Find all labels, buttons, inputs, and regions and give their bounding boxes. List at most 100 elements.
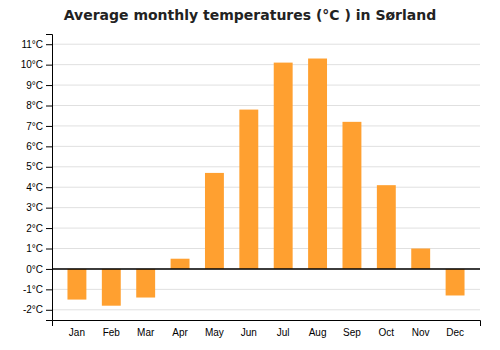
tick-label: 8°C: [26, 100, 43, 111]
bar: [171, 259, 190, 269]
tick-label: Sep: [343, 327, 361, 338]
tick: 0°C: [26, 264, 52, 275]
tick-label: Oct: [379, 327, 395, 338]
y-axis: -2°C -1°C 0°C 1°C 2°C 3°C 4°C 5°C 6°C 7°C 8°C 9°C 10…: [21, 35, 53, 321]
bar: [342, 122, 361, 269]
tick-mark: [46, 167, 52, 168]
tick-mark: [46, 85, 52, 86]
tick: -2°C: [23, 304, 52, 315]
tick-mark: [46, 249, 52, 250]
title: Average monthly temperatures (°C ) in Sø…: [64, 7, 437, 23]
tick: 2°C: [26, 223, 52, 234]
chart: -2°C -1°C 0°C 1°C 2°C 3°C 4°C 5°C 6°C 7°C 8°C 9°C 10…: [0, 0, 500, 350]
tick: Mar: [137, 327, 155, 338]
tick-label: May: [205, 327, 224, 338]
plot-area: -2°C -1°C 0°C 1°C 2°C 3°C 4°C 5°C 6°C 7°C 8°C 9°C 10…: [21, 35, 481, 339]
grid: [52, 44, 480, 310]
bar: [102, 269, 121, 306]
grid-line: [52, 64, 480, 65]
tick-mark: [46, 146, 52, 147]
tick: Aug: [309, 327, 327, 338]
tick-label: Dec: [446, 327, 464, 338]
bars: [52, 59, 480, 306]
tick: 3°C: [26, 202, 52, 213]
tick-mark: [46, 65, 52, 66]
tick-label: Jun: [241, 327, 257, 338]
tick: Apr: [172, 327, 188, 338]
tick: 4°C: [26, 182, 52, 193]
grid-line: [52, 309, 480, 310]
tick: -1°C: [23, 284, 52, 295]
tick-label: 6°C: [26, 141, 43, 152]
tick: 6°C: [26, 141, 52, 152]
tick-label: 7°C: [26, 121, 43, 132]
bar: [67, 269, 86, 300]
tick: 7°C: [26, 121, 52, 132]
tick: Jun: [241, 327, 257, 338]
grid-line: [52, 207, 480, 208]
tick-mark: [46, 310, 52, 311]
tick-label: 4°C: [26, 182, 43, 193]
tick-label: Feb: [103, 327, 121, 338]
tick-mark: [46, 228, 52, 229]
axis-line: [46, 35, 53, 321]
bar: [239, 110, 258, 269]
tick-mark: [46, 187, 52, 188]
tick-mark: [46, 208, 52, 209]
tick: 11°C: [21, 39, 52, 50]
bar: [411, 249, 430, 269]
grid-line: [52, 146, 480, 147]
tick: Jul: [277, 327, 290, 338]
tick-mark: [46, 126, 52, 127]
x-axis: Jan Feb Mar Apr May Jun Jul Aug Sep Oct Nov Dec: [53, 321, 481, 339]
tick: 5°C: [26, 161, 52, 172]
tick-label: Apr: [172, 327, 188, 338]
tick-label: 0°C: [26, 264, 43, 275]
tick-label: Nov: [412, 327, 430, 338]
tick-label: 1°C: [26, 243, 43, 254]
tick: Feb: [103, 327, 121, 338]
tick-label: 10°C: [21, 59, 43, 70]
zero-line: [52, 268, 480, 270]
tick: 9°C: [26, 80, 52, 91]
bar: [205, 173, 224, 269]
tick: Oct: [379, 327, 395, 338]
tick-label: Aug: [309, 327, 327, 338]
grid-line: [52, 125, 480, 126]
tick-mark: [46, 269, 52, 270]
grid-line: [52, 268, 480, 269]
tick: 8°C: [26, 100, 52, 111]
tick-mark: [46, 289, 52, 290]
grid-line: [52, 228, 480, 229]
grid-line: [52, 105, 480, 106]
bar: [446, 269, 465, 296]
tick-label: 9°C: [26, 80, 43, 91]
tick: May: [205, 327, 224, 338]
tick-label: -1°C: [23, 284, 43, 295]
tick-label: 5°C: [26, 161, 43, 172]
tick-label: 2°C: [26, 223, 43, 234]
bar: [274, 63, 293, 269]
tick-mark: [46, 44, 52, 45]
grid-line: [52, 85, 480, 86]
tick-label: Jan: [69, 327, 85, 338]
axis-line: [53, 321, 481, 327]
bar: [308, 59, 327, 269]
tick: 10°C: [21, 59, 52, 70]
tick-label: Mar: [137, 327, 155, 338]
tick: Nov: [412, 327, 430, 338]
tick-label: -2°C: [23, 304, 43, 315]
tick: Sep: [343, 327, 361, 338]
grid-line: [52, 187, 480, 188]
bar: [136, 269, 155, 298]
grid-line: [52, 44, 480, 45]
bar: [377, 185, 396, 269]
tick-mark: [46, 106, 52, 107]
tick-label: 3°C: [26, 202, 43, 213]
tick: 1°C: [26, 243, 52, 254]
tick: Jan: [69, 327, 85, 338]
tick-label: 11°C: [21, 39, 43, 50]
tick: Dec: [446, 327, 464, 338]
grid-line: [52, 166, 480, 167]
tick-label: Jul: [277, 327, 290, 338]
